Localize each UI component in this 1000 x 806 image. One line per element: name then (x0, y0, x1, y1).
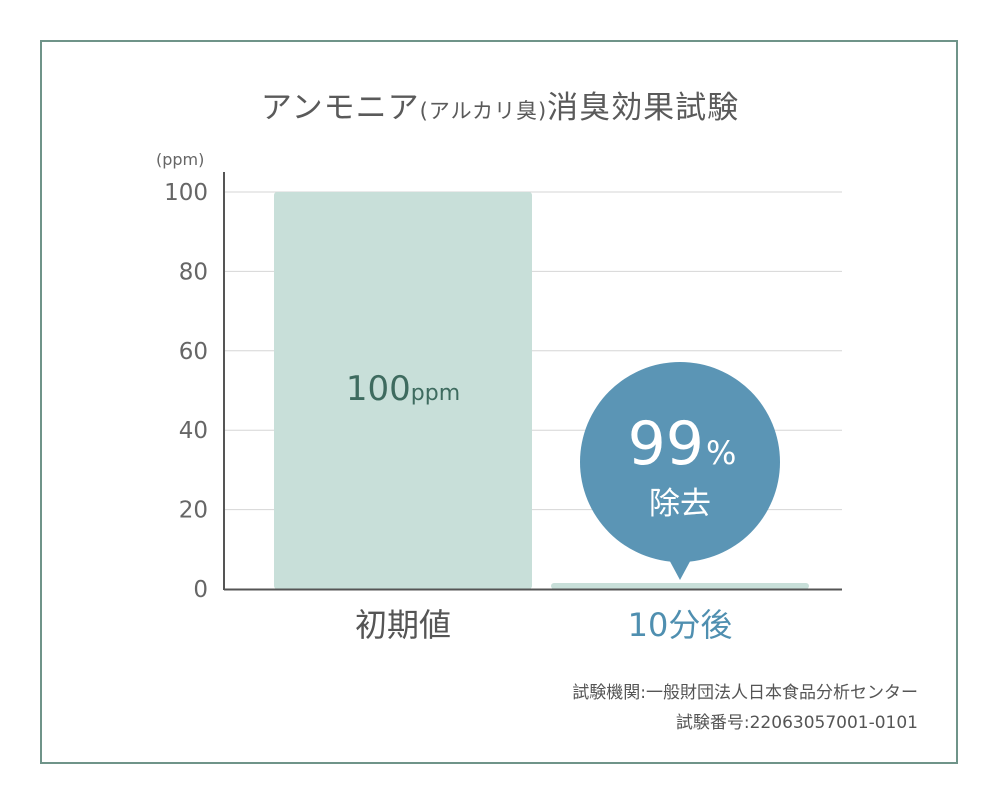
x-category-label: 初期値 (355, 606, 451, 644)
test-number-note: 試験番号:22063057001-0101 (675, 713, 918, 733)
y-tick-label: 80 (179, 259, 208, 285)
badge-circle (580, 362, 780, 562)
reduction-badge: 99% 除去 (580, 362, 780, 580)
chart-frame (40, 40, 958, 764)
title-main: アンモニア (260, 90, 420, 126)
chart-title: アンモニア(アルカリ臭)消臭効果試験 (0, 82, 1000, 127)
y-tick-label: 100 (164, 180, 208, 206)
y-tick-label: 40 (179, 418, 208, 444)
y-tick-label: 20 (179, 498, 208, 524)
bar-value-label-initial: 100ppm (346, 369, 460, 409)
test-institution-note: 試験機関:一般財団法人日本食品分析センター (572, 683, 918, 703)
badge-percentage: 99% (628, 409, 737, 479)
badge-text: 除去 (649, 486, 711, 522)
bar-1 (551, 583, 809, 589)
title-sub: (アルカリ臭) (419, 99, 548, 123)
y-axis-unit: (ppm) (156, 150, 205, 169)
y-tick-label: 0 (193, 577, 208, 603)
bar-0 (274, 192, 532, 589)
title-end: 消臭効果試験 (547, 90, 740, 126)
x-category-label: 10分後 (628, 606, 733, 644)
y-tick-label: 60 (179, 339, 208, 365)
badge-pointer (666, 554, 694, 580)
